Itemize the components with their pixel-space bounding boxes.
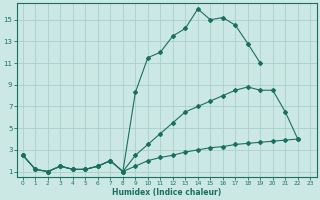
X-axis label: Humidex (Indice chaleur): Humidex (Indice chaleur): [112, 188, 221, 197]
